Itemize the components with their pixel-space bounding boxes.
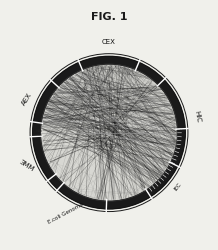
Text: FIG. 1: FIG. 1	[91, 12, 127, 22]
Text: roman: roman	[33, 133, 43, 137]
Text: mAb: mAb	[36, 129, 43, 133]
Text: AEX: AEX	[21, 92, 33, 107]
Text: 3MM: 3MM	[18, 159, 36, 173]
Text: CHHOp: CHHOp	[175, 133, 186, 137]
Text: CEX: CEX	[102, 39, 116, 45]
Text: HIC: HIC	[194, 110, 202, 124]
Circle shape	[40, 64, 178, 201]
Text: contam: contam	[175, 129, 187, 133]
Text: IEC: IEC	[174, 182, 183, 192]
Text: E.coli Genome: E.coli Genome	[47, 202, 85, 225]
